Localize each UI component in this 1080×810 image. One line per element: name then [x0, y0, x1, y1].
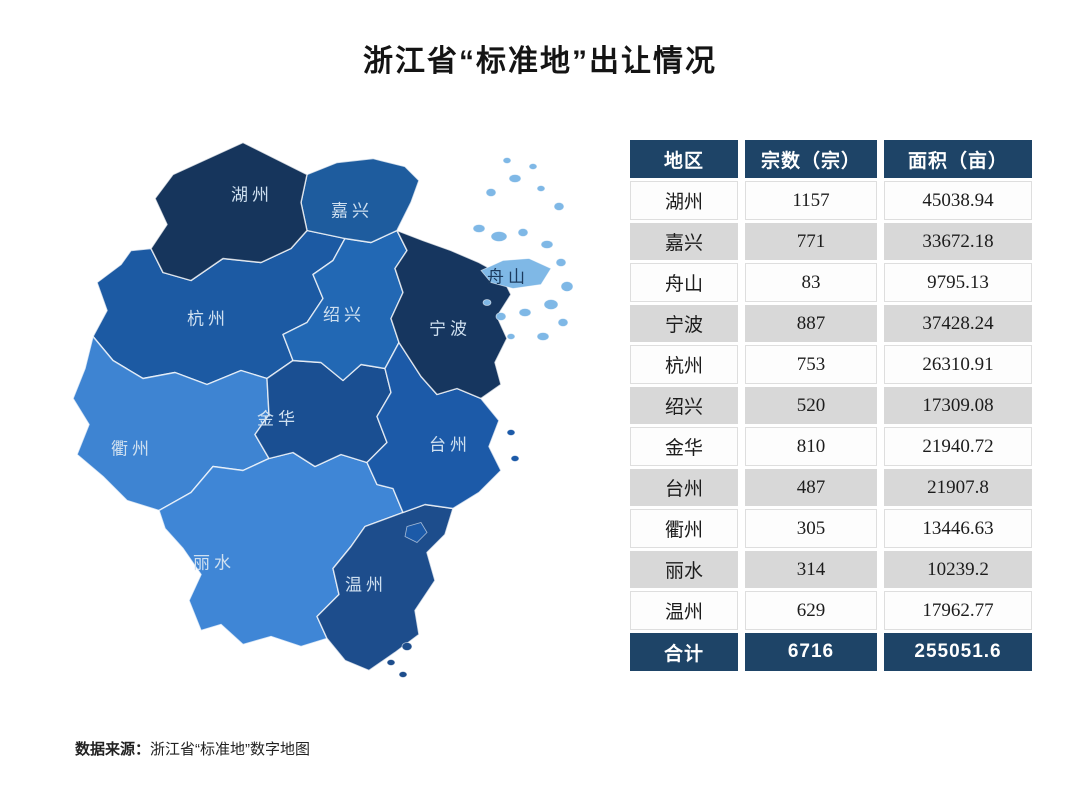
table-cell: 绍兴 [630, 387, 738, 424]
table-cell: 衢州 [630, 509, 738, 548]
map-label-jinhua: 金华 [257, 410, 299, 429]
source-note-label: 数据来源： [75, 741, 151, 758]
map-label-quzhou: 衢州 [111, 439, 153, 459]
table-header-region: 地区 [630, 140, 738, 178]
source-note: 数据来源：浙江省“标准地”数字地图 [75, 738, 310, 759]
table-cell: 杭州 [630, 345, 738, 384]
table-cell: 753 [745, 345, 877, 384]
table-cell: 887 [745, 305, 877, 342]
table-cell: 1157 [745, 181, 877, 220]
table-total-label: 合计 [630, 633, 738, 671]
map-islets-wenzhou [386, 642, 413, 678]
source-note-text: 浙江省“标准地”数字地图 [150, 741, 311, 758]
map-label-huzhou: 湖州 [231, 186, 273, 205]
table-total-area: 255051.6 [884, 633, 1032, 671]
table-cell: 83 [745, 263, 877, 302]
table-cell: 台州 [630, 469, 738, 506]
table-cell: 45038.94 [884, 181, 1032, 220]
map-region-huzhou [150, 141, 308, 282]
table-cell: 487 [745, 469, 877, 506]
map-svg: 湖州 嘉兴 舟山 宁波 杭州 绍兴 金华 台州 衢州 丽水 温州 [72, 141, 574, 678]
table-header-count: 宗数（宗） [745, 140, 877, 178]
table-cell: 温州 [630, 591, 738, 630]
data-table: 地区 宗数（宗） 面积（亩） 湖州 1157 45038.94 嘉兴 771 3… [630, 140, 1032, 671]
map-label-lishui: 丽水 [193, 554, 235, 573]
zhejiang-choropleth-map: 湖州 嘉兴 舟山 宁波 杭州 绍兴 金华 台州 衢州 丽水 温州 [55, 130, 615, 695]
table-cell: 520 [745, 387, 877, 424]
table-cell: 629 [745, 591, 877, 630]
table-cell: 17962.77 [884, 591, 1032, 630]
map-region-ningbo [390, 229, 512, 400]
map-label-shaoxing: 绍兴 [323, 306, 365, 325]
table-cell: 9795.13 [884, 263, 1032, 302]
table-cell: 26310.91 [884, 345, 1032, 384]
map-region-jiaxing [300, 157, 420, 244]
table-cell: 湖州 [630, 181, 738, 220]
map-label-ningbo: 宁波 [429, 320, 471, 339]
map-label-jiaxing: 嘉兴 [331, 202, 373, 221]
table-cell: 810 [745, 427, 877, 466]
map-label-taizhou: 台州 [429, 436, 471, 455]
table-cell: 17309.08 [884, 387, 1032, 424]
table-header-area: 面积（亩） [884, 140, 1032, 178]
map-region-zhoushan-islands [472, 157, 574, 341]
map-islets-taizhou [404, 429, 520, 543]
map-label-zhoushan: 舟山 [487, 268, 529, 287]
table-cell: 宁波 [630, 305, 738, 342]
map-label-wenzhou: 温州 [345, 576, 387, 595]
table-cell: 314 [745, 551, 877, 588]
table-cell: 21940.72 [884, 427, 1032, 466]
table-cell: 舟山 [630, 263, 738, 302]
table-cell: 10239.2 [884, 551, 1032, 588]
table-cell: 771 [745, 223, 877, 260]
table-total-count: 6716 [745, 633, 877, 671]
table-cell: 嘉兴 [630, 223, 738, 260]
table-cell: 33672.18 [884, 223, 1032, 260]
table-cell: 305 [745, 509, 877, 548]
page-title: 浙江省“标准地”出让情况 [363, 45, 717, 78]
table-cell: 37428.24 [884, 305, 1032, 342]
table-cell: 21907.8 [884, 469, 1032, 506]
table-cell: 金华 [630, 427, 738, 466]
table-cell: 13446.63 [884, 509, 1032, 548]
map-label-hangzhou: 杭州 [187, 310, 229, 329]
table-cell: 丽水 [630, 551, 738, 588]
